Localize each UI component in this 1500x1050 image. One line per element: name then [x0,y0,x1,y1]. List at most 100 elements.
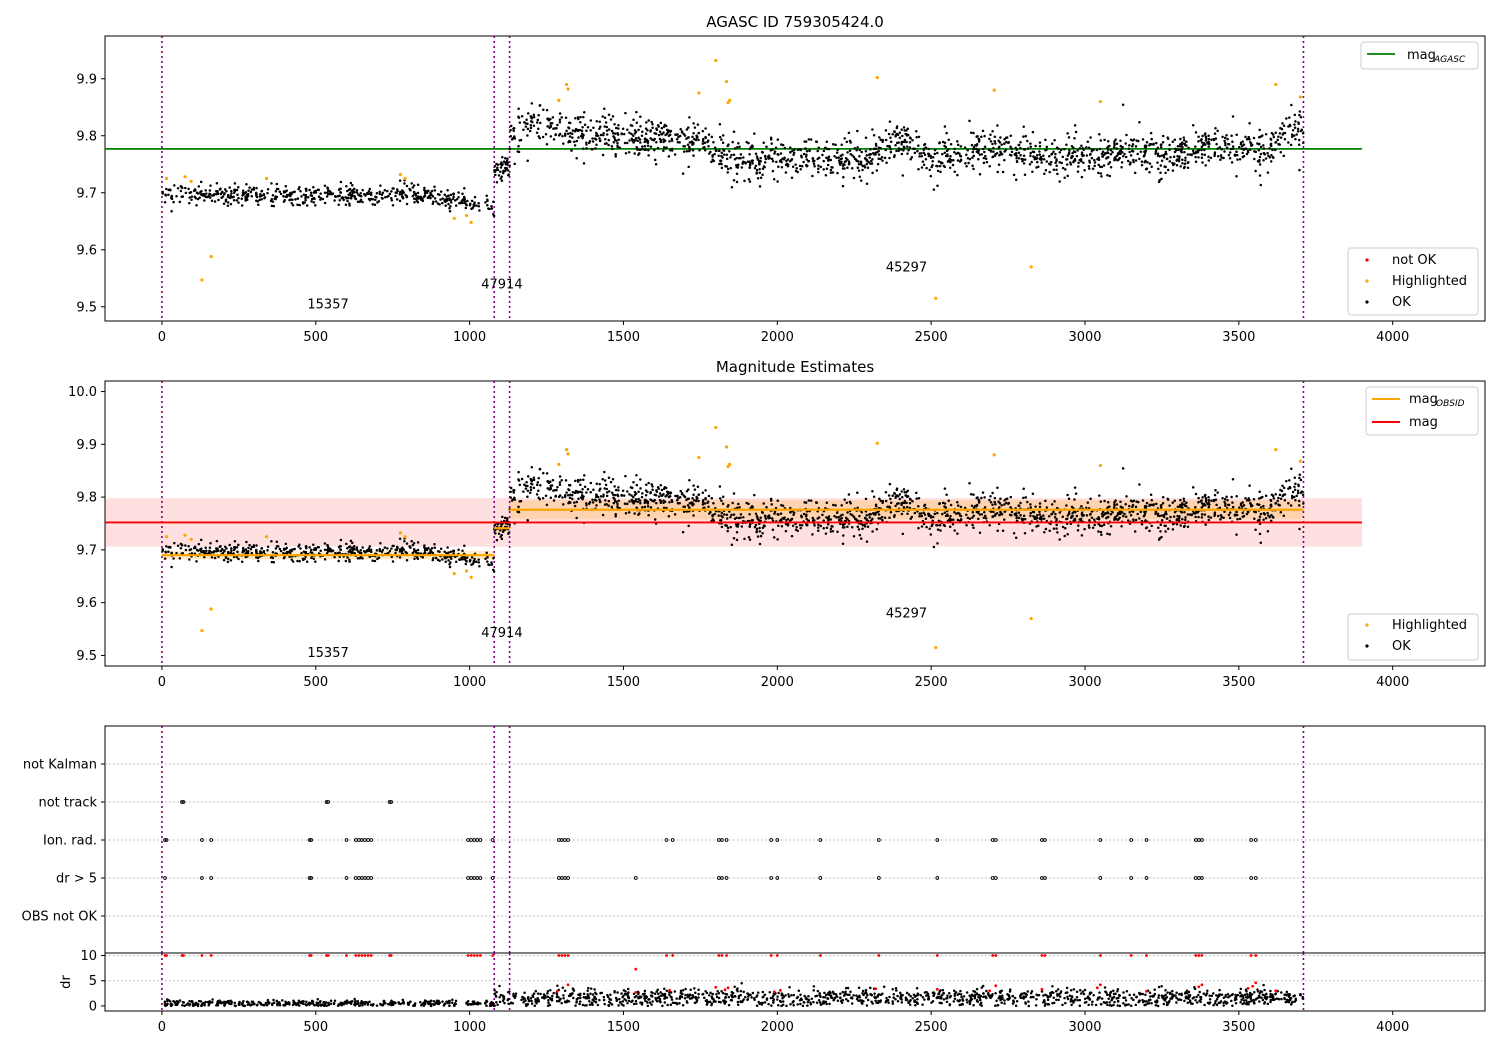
ok-point [323,201,327,205]
ok-point [485,551,488,554]
ok-point [585,503,588,507]
ok-point [858,154,861,158]
ok-point [601,115,604,118]
ok-point [1228,151,1232,154]
ok-point [758,530,762,533]
ok-point [817,164,820,167]
ok-point [1038,141,1042,144]
ok-point [869,148,872,151]
ok-point [351,191,355,194]
ok-point [1270,513,1273,517]
ok-point [804,155,808,158]
ok-point [1235,174,1238,178]
flag-point [993,876,998,880]
ok-point [633,129,637,132]
ok-point [819,524,823,528]
ok-point [765,506,768,509]
ok-point [1055,523,1058,527]
ok-point [517,505,520,509]
ok-point [562,503,565,506]
ok-point [895,132,899,136]
ok-point [1171,169,1175,172]
ok-point [637,497,640,501]
ok-point [209,542,212,545]
ok-point [1194,505,1197,509]
ok-point [551,116,555,119]
ok-point [950,158,953,162]
ok-point [983,134,986,138]
ok-point [279,549,283,553]
legend-bottom-box [1347,247,1479,316]
ok-point [1076,529,1080,532]
ok-point [758,542,762,546]
x-tick-label: 3500 [1222,330,1255,345]
ok-point [880,156,884,159]
ok-point [630,486,634,490]
ok-point [477,561,481,564]
legend-label: OK [1392,639,1411,654]
ok-point [847,163,851,166]
ok-point [1116,151,1120,155]
flag-point [1249,876,1254,880]
ok-point [1009,134,1013,138]
ok-point [889,150,893,154]
ok-point [427,546,430,550]
ok-point [304,187,308,191]
ok-point [443,556,446,559]
ok-point [558,483,562,486]
ok-point [735,506,739,510]
ok-point [685,150,689,153]
ok-point [784,529,788,533]
ok-point [763,165,766,169]
flag-point [307,838,312,842]
ok-point [634,500,637,503]
ok-point [1010,147,1013,150]
ok-point [1063,176,1066,180]
ok-point [351,541,354,545]
ok-point [187,187,190,191]
ok-point [499,166,503,169]
ok-point [852,534,856,538]
ok-point [1095,148,1099,152]
ok-point [429,196,432,200]
ok-point [1028,163,1032,166]
ok-point [756,177,760,180]
ok-point [673,513,677,516]
ok-point [248,186,251,189]
ok-point [390,199,394,202]
ok-point [1031,529,1034,532]
dr-ok-point [223,1004,226,1007]
ok-point [291,560,295,563]
ok-point [839,517,843,520]
ok-point [321,197,325,201]
ok-point [726,526,730,530]
ok-point [1175,517,1179,521]
ok-point [336,195,340,198]
ok-point [777,165,780,168]
ok-point [170,565,173,569]
ok-point [502,169,505,173]
ok-point [927,154,931,158]
ok-point [1158,179,1161,182]
ok-point [859,179,863,182]
ok-point [1274,141,1277,144]
ok-point [735,531,739,534]
ok-point [1262,158,1265,162]
ok-point [512,488,516,492]
ok-point [941,501,945,505]
ok-point [441,197,444,200]
ok-point [929,533,933,536]
ok-point [655,490,659,493]
ok-point [678,134,682,138]
ok-point [1128,150,1131,154]
ok-point [595,120,599,123]
ok-point [891,132,894,136]
ok-point [653,158,657,162]
ok-point [991,142,994,146]
ok-point [1107,162,1110,166]
ok-point [843,137,846,140]
ok-point [861,164,865,168]
ok-point [1157,526,1160,530]
ok-point [563,132,567,136]
ok-point [316,188,320,192]
